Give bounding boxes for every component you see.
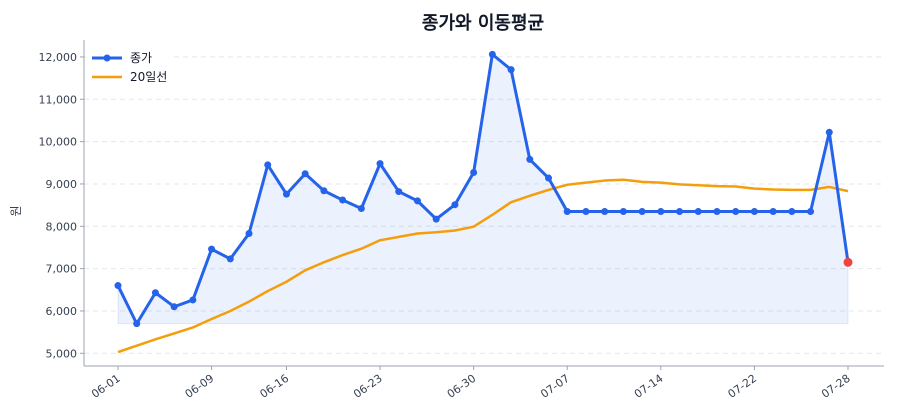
close-price-point	[694, 207, 702, 215]
close-price-point	[582, 207, 590, 215]
y-tick-labels: 5,000 6,000 7,000 8,000 9,000 10,000 11,000 12,…	[39, 51, 84, 360]
x-tick-label: 06-16	[258, 372, 292, 401]
x-tick-label: 07-28	[819, 372, 853, 401]
close-price-area	[117, 53, 849, 325]
close-price-point	[470, 169, 478, 177]
close-price-point	[151, 289, 159, 297]
close-price-point	[320, 187, 328, 195]
close-price-point	[208, 245, 216, 253]
close-price-point	[638, 207, 646, 215]
close-price-point	[395, 188, 403, 196]
close-price-line	[116, 52, 850, 326]
close-price-point	[563, 207, 571, 215]
x-tick-label: 06-01	[89, 372, 123, 401]
y-axis-label: 원	[9, 205, 23, 216]
y-tick-label: 6,000	[46, 305, 78, 318]
close-price-point	[657, 207, 665, 215]
close-price-point	[545, 174, 553, 182]
close-price-point	[713, 207, 721, 215]
latest-close-point	[843, 257, 853, 267]
close-price-point	[732, 207, 740, 215]
close-price-point	[264, 161, 272, 169]
close-price-point	[788, 207, 796, 215]
ma20-line	[117, 178, 849, 354]
close-price-point	[357, 205, 365, 213]
close-price-point	[769, 207, 777, 215]
x-tick-labels: 06-01 06-09 06-16 06-23 06-30 07-07 07-14 07-22…	[89, 366, 853, 401]
close-price-point	[488, 50, 496, 58]
y-tick-label: 11,000	[39, 93, 78, 106]
x-tick-label: 07-14	[632, 372, 666, 401]
y-tick-label: 10,000	[39, 136, 78, 149]
chart-title: 종가와 이동평균	[422, 13, 544, 34]
close-price-point	[245, 229, 253, 237]
axes	[83, 40, 884, 367]
close-price-point	[807, 207, 815, 215]
close-price-point	[282, 190, 290, 198]
legend: 종가 20일선	[86, 46, 174, 88]
x-tick-label: 06-09	[183, 372, 217, 401]
close-price-points	[114, 50, 853, 328]
x-tick-label: 07-22	[725, 372, 759, 401]
close-price-point	[170, 303, 178, 311]
close-price-point	[376, 160, 384, 168]
close-price-point	[301, 170, 309, 178]
y-tick-label: 8,000	[46, 220, 78, 233]
close-price-point	[451, 201, 459, 209]
y-tick-label: 9,000	[46, 178, 78, 191]
y-tick-label: 5,000	[46, 347, 78, 360]
close-price-point	[619, 207, 627, 215]
close-price-point	[750, 207, 758, 215]
close-price-point	[339, 196, 347, 204]
series-lines	[116, 52, 850, 354]
legend-marker-close	[103, 54, 111, 62]
close-price-point	[432, 215, 440, 223]
x-tick-label: 06-23	[351, 372, 385, 401]
legend-label-close: 종가	[130, 51, 152, 65]
close-price-point	[676, 207, 684, 215]
close-price-point	[825, 128, 833, 136]
close-price-point	[133, 320, 141, 328]
close-price-point	[601, 207, 609, 215]
x-tick-label: 06-30	[445, 372, 479, 401]
close-price-point	[226, 255, 234, 263]
close-price-point	[189, 296, 197, 304]
close-price-point	[507, 66, 515, 74]
y-tick-label: 12,000	[39, 51, 78, 64]
y-tick-label: 7,000	[46, 263, 78, 276]
close-price-point	[413, 197, 421, 205]
close-price-point	[114, 282, 122, 290]
x-tick-label: 07-07	[538, 372, 572, 401]
legend-label-ma20: 20일선	[130, 70, 167, 84]
close-price-point	[526, 155, 534, 163]
area-fill	[117, 53, 849, 325]
